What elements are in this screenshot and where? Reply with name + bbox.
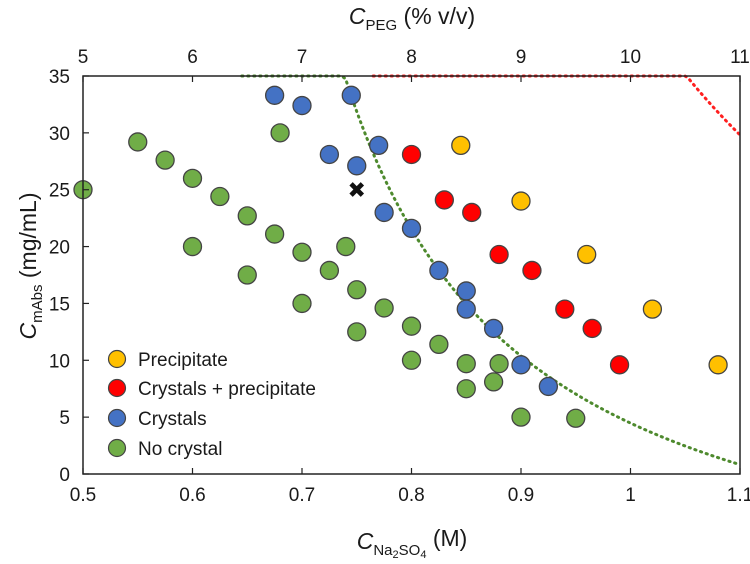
y-tick-label: 5 (59, 408, 70, 429)
point-no-crystal (182, 168, 203, 188)
point-crystals (456, 281, 476, 301)
point-no-crystal (401, 316, 422, 336)
point-crystals (292, 95, 312, 116)
x-bottom-tick-label: 0.8 (398, 485, 424, 506)
point-no-crystal (456, 379, 476, 399)
point-precipitate (708, 355, 728, 375)
y-tick-label: 20 (49, 238, 70, 259)
point-precipitate (511, 191, 531, 211)
point-crystals-precipitate (609, 355, 630, 375)
point-no-crystal (270, 123, 290, 143)
point-precipitate (577, 244, 597, 265)
point-crystals (347, 156, 367, 176)
point-no-crystal (456, 354, 476, 374)
point-precipitate (451, 135, 471, 156)
point-no-crystal (182, 236, 203, 257)
point-no-crystal (128, 132, 148, 152)
point-no-crystal (483, 372, 504, 392)
legend-label-no-crystal: No crystal (138, 439, 222, 460)
point-no-crystal (336, 236, 356, 257)
x-bottom-tick-label: 0.5 (70, 485, 96, 506)
point-no-crystal (566, 408, 586, 428)
point-no-crystal (155, 150, 175, 170)
point-no-crystal (264, 224, 285, 244)
x-top-tick-label: 10 (620, 47, 641, 68)
y-tick-label: 0 (59, 465, 70, 486)
legend-marker-crystals-precipitate (107, 378, 127, 398)
point-crystals (538, 376, 559, 397)
legend-label-precipitate: Precipitate (138, 350, 228, 371)
point-crystals-precipitate (401, 144, 422, 165)
x-bottom-tick-label: 1.1 (727, 485, 750, 506)
y-tick-label: 15 (49, 294, 70, 315)
point-crystals-precipitate (434, 190, 455, 210)
legend-label-crystals-precipitate: Crystals + precipitate (138, 379, 316, 400)
marker-layer: ✖ (348, 179, 366, 204)
point-no-crystal (292, 242, 312, 262)
x-top-tick-label: 9 (516, 47, 527, 68)
point-no-crystal (237, 206, 257, 226)
y-axis-title: CmAbs (mg/mL) (15, 193, 46, 340)
point-no-crystal (489, 354, 509, 374)
x-bottom-tick-label: 1 (625, 485, 636, 506)
x-bottom-tick-label: 0.9 (508, 485, 534, 506)
point-crystals (456, 299, 476, 319)
point-no-crystal (429, 334, 449, 355)
point-crystals (511, 355, 531, 375)
red-boundary-curve (371, 74, 742, 137)
x-axis-top-title: CPEG (% v/v) (349, 3, 475, 34)
point-crystals (374, 202, 394, 223)
point-no-crystal (292, 293, 312, 314)
legend-marker-precipitate (107, 349, 127, 369)
legend: Precipitate Crystals + precipitate Cryst… (107, 349, 316, 460)
point-no-crystal (237, 265, 257, 285)
point-crystals-precipitate (522, 260, 542, 281)
green-boundary-curve (240, 74, 742, 467)
point-no-crystal (347, 322, 367, 342)
point-no-crystal (319, 260, 340, 281)
x-bottom-tick-label: 0.6 (179, 485, 205, 506)
point-crystals (368, 135, 389, 156)
x-top-tick-label: 11 (730, 47, 750, 68)
point-no-crystal (511, 407, 531, 427)
y-tick-label: 10 (49, 351, 70, 372)
boundary-curves (240, 74, 742, 467)
x-top-tick-label: 5 (78, 47, 89, 68)
legend-marker-no-crystal (107, 438, 127, 458)
point-no-crystal (347, 280, 367, 300)
point-crystals (341, 85, 361, 105)
point-crystals-precipitate (582, 318, 602, 339)
point-crystals-precipitate (462, 202, 482, 223)
target-x-marker: ✖ (348, 179, 366, 204)
data-points (73, 85, 728, 428)
point-crystals (264, 85, 285, 105)
point-crystals-precipitate (489, 244, 509, 265)
x-top-tick-label: 7 (297, 47, 308, 68)
x-top-tick-label: 6 (187, 47, 198, 68)
x-bottom-tick-label: 0.7 (289, 485, 315, 506)
point-no-crystal (210, 186, 230, 207)
y-tick-label: 30 (49, 124, 70, 145)
point-crystals (429, 260, 449, 281)
point-precipitate (642, 299, 663, 319)
axis-ticks: 0.5 0.6 0.7 0.8 0.9 1 1.1 5 6 7 8 9 10 11 0 5 10 15 20 25 30… (49, 47, 750, 506)
point-crystals (483, 318, 504, 339)
y-tick-label: 25 (49, 181, 70, 202)
point-no-crystal (374, 298, 394, 318)
point-crystals (319, 144, 340, 165)
x-axis-bottom-title: CNa2SO4 (M) (357, 525, 468, 561)
point-no-crystal (401, 350, 422, 370)
x-top-tick-label: 8 (406, 47, 417, 68)
legend-label-crystals: Crystals (138, 409, 207, 430)
point-crystals-precipitate (555, 299, 575, 319)
point-crystals (401, 218, 422, 239)
legend-marker-crystals (107, 408, 127, 428)
y-tick-label: 35 (49, 67, 70, 88)
